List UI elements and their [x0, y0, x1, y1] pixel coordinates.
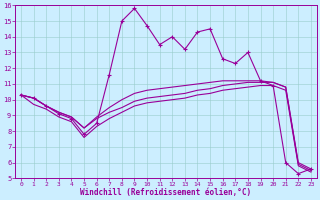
X-axis label: Windchill (Refroidissement éolien,°C): Windchill (Refroidissement éolien,°C) — [80, 188, 252, 197]
